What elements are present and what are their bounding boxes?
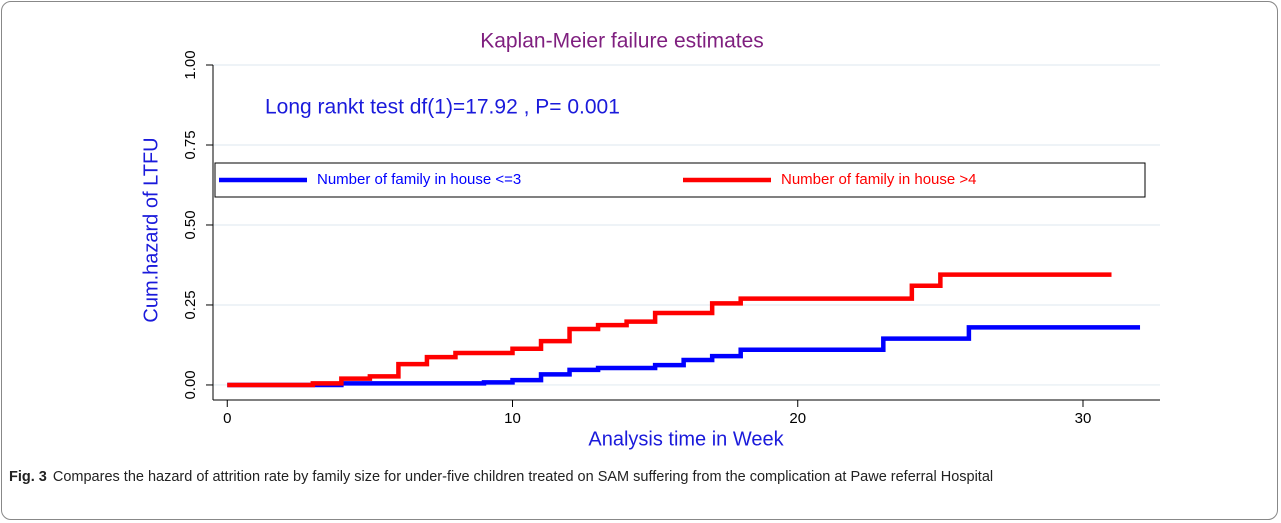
chart-title: Kaplan-Meier failure estimates bbox=[480, 30, 764, 53]
step-line bbox=[227, 325, 1141, 388]
annotation: Long rankt test df(1)=17.92 , P= 0.001 bbox=[265, 96, 620, 119]
legend-label: Number of family in house <=3 bbox=[317, 171, 521, 188]
caption-label: Fig. 3 bbox=[9, 469, 47, 485]
y-tick-label: 0.50 bbox=[182, 210, 199, 239]
chart: Kaplan-Meier failure estimates Long rank… bbox=[140, 30, 1160, 450]
x-tick-label: 10 bbox=[504, 410, 521, 427]
x-tick-label: 0 bbox=[223, 410, 231, 427]
caption: Fig. 3 Compares the hazard of attrition r… bbox=[9, 466, 1264, 488]
y-axis-label: Cum.hazard of LTFU bbox=[140, 137, 162, 322]
y-tick-label: 0.25 bbox=[182, 290, 199, 319]
x-tick-label: 30 bbox=[1075, 410, 1092, 427]
legend-label: Number of family in house >4 bbox=[781, 171, 977, 188]
y-tick-label: 0.00 bbox=[182, 370, 199, 399]
legend-box bbox=[214, 162, 1146, 198]
caption-text: Compares the hazard of attrition rate by… bbox=[52, 469, 994, 485]
x-tick-label: 20 bbox=[789, 410, 806, 427]
x-axis-label: Analysis time in Week bbox=[588, 428, 784, 450]
step-line bbox=[227, 272, 1112, 388]
y-tick-label: 0.75 bbox=[182, 130, 199, 159]
y-tick-label: 1.00 bbox=[182, 50, 199, 79]
